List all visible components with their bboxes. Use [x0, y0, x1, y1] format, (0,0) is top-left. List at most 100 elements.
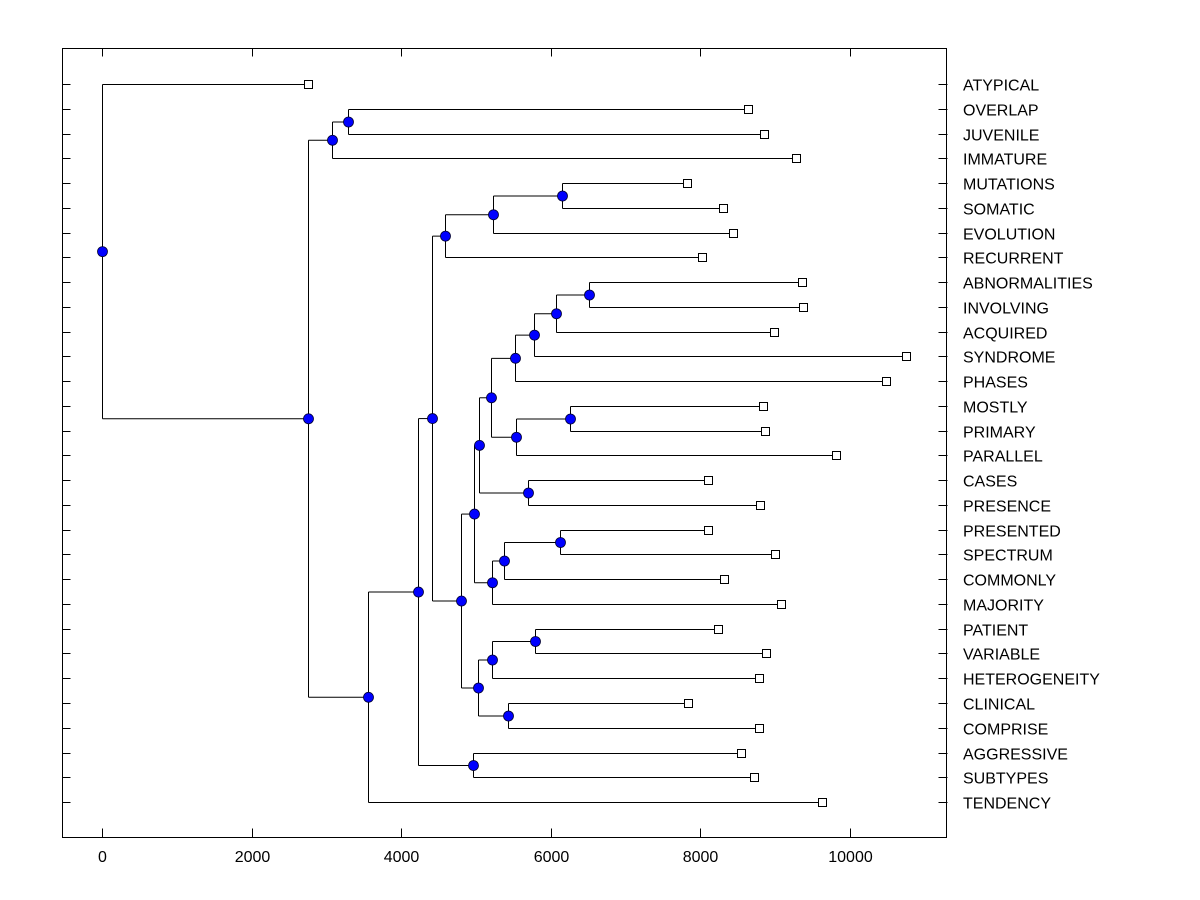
leaf-label: HETEROGENEITY — [963, 672, 1100, 689]
merge-node — [456, 595, 467, 607]
merge-node — [530, 636, 541, 647]
leaf-label: COMMONLY — [963, 573, 1056, 590]
leaf-marker — [714, 625, 723, 634]
merge-node — [469, 508, 480, 520]
merge-node — [584, 289, 595, 301]
merge-node — [510, 352, 521, 364]
leaf-marker — [798, 278, 807, 287]
leaf-marker — [799, 303, 808, 312]
leaf-label: PRESENCE — [963, 499, 1051, 516]
merge-node — [474, 439, 485, 451]
leaf-marker — [755, 724, 764, 733]
merge-node — [487, 654, 498, 666]
merge-node — [529, 329, 540, 341]
leaf-label: SUBTYPES — [963, 771, 1048, 788]
merge-node — [303, 413, 314, 425]
leaf-marker — [762, 649, 771, 658]
leaf-marker — [698, 253, 707, 262]
leaf-marker — [720, 575, 729, 584]
merge-node — [440, 230, 451, 242]
leaf-marker — [818, 798, 827, 807]
leaf-label: COMPRISE — [963, 722, 1048, 739]
merge-node — [468, 760, 479, 771]
leaf-marker — [304, 80, 313, 89]
leaf-label: JUVENILE — [963, 128, 1039, 145]
leaf-label: OVERLAP — [963, 103, 1039, 120]
merge-node — [523, 487, 534, 499]
merge-nodes — [97, 116, 595, 771]
merge-node — [486, 392, 497, 404]
x-tick-label: 6000 — [534, 849, 570, 866]
leaf-marker — [684, 699, 693, 708]
leaf-marker — [771, 550, 780, 559]
leaf-marker — [704, 476, 713, 485]
leaf-label: PHASES — [963, 375, 1028, 392]
merge-node — [511, 431, 522, 443]
leaf-marker — [704, 526, 713, 535]
merge-node — [555, 537, 566, 548]
leaf-label: MAJORITY — [963, 598, 1044, 615]
merge-node — [488, 209, 499, 221]
merge-node — [97, 246, 108, 258]
leaf-label: RECURRENT — [963, 251, 1064, 268]
leaf-marker — [744, 105, 753, 114]
plot-frame — [62, 48, 947, 838]
leaf-label: PRIMARY — [963, 425, 1036, 442]
merge-node — [473, 682, 484, 694]
merge-node — [503, 710, 514, 722]
leaf-label: INVOLVING — [963, 301, 1049, 318]
leaf-label: ACQUIRED — [963, 326, 1047, 343]
leaf-marker — [770, 328, 779, 337]
leaf-labels: ATYPICAL OVERLAP JUVENILE IMMATURE MUTATIONS… — [963, 78, 1100, 813]
leaf-label: PATIENT — [963, 623, 1028, 640]
leaf-label: CASES — [963, 474, 1017, 491]
merge-node — [427, 413, 438, 424]
x-tick-label: 8000 — [683, 849, 719, 866]
y-axis-ticks — [62, 84, 948, 803]
leaf-label: ABNORMALITIES — [963, 276, 1093, 293]
leaf-label: IMMATURE — [963, 152, 1047, 169]
leaf-label: SYNDROME — [963, 350, 1055, 367]
merge-node — [551, 308, 562, 320]
merge-node — [413, 586, 424, 598]
leaf-label: TENDENCY — [963, 796, 1051, 813]
leaf-label: EVOLUTION — [963, 227, 1055, 244]
x-tick-label: 0 — [98, 849, 107, 866]
leaf-marker — [750, 773, 759, 782]
leaf-marker — [756, 501, 765, 510]
leaf-marker — [777, 600, 786, 609]
leaf-markers — [304, 80, 911, 807]
leaf-label: SPECTRUM — [963, 548, 1053, 565]
leaf-label: CLINICAL — [963, 697, 1035, 714]
leaf-marker — [737, 749, 746, 758]
leaf-marker — [759, 402, 768, 411]
leaf-label: VARIABLE — [963, 647, 1040, 664]
x-tick-label: 4000 — [384, 849, 420, 866]
leaf-marker — [683, 179, 692, 188]
merge-node — [363, 691, 374, 703]
leaf-marker — [760, 130, 769, 139]
leaf-label: MOSTLY — [963, 400, 1028, 417]
leaf-marker — [902, 352, 911, 361]
merge-node — [557, 190, 568, 202]
x-tick-label: 2000 — [235, 849, 271, 866]
merge-node — [565, 413, 576, 425]
x-axis: 0 2000 4000 6000 8000 10000 — [98, 48, 873, 866]
leaf-label: AGGRESSIVE — [963, 747, 1068, 764]
leaf-label: SOMATIC — [963, 202, 1035, 219]
leaf-label: PRESENTED — [963, 524, 1061, 541]
leaf-marker — [882, 377, 891, 386]
leaf-label: ATYPICAL — [963, 78, 1039, 95]
x-tick-label: 10000 — [828, 849, 873, 866]
merge-node — [327, 134, 338, 146]
leaf-marker — [755, 674, 764, 683]
leaf-marker — [761, 427, 770, 436]
leaf-label: MUTATIONS — [963, 177, 1055, 194]
merge-node — [343, 116, 354, 128]
leaf-marker — [719, 204, 728, 213]
leaf-marker — [729, 229, 738, 238]
leaf-marker — [832, 451, 841, 460]
merge-node — [487, 577, 498, 589]
merge-node — [499, 555, 510, 567]
